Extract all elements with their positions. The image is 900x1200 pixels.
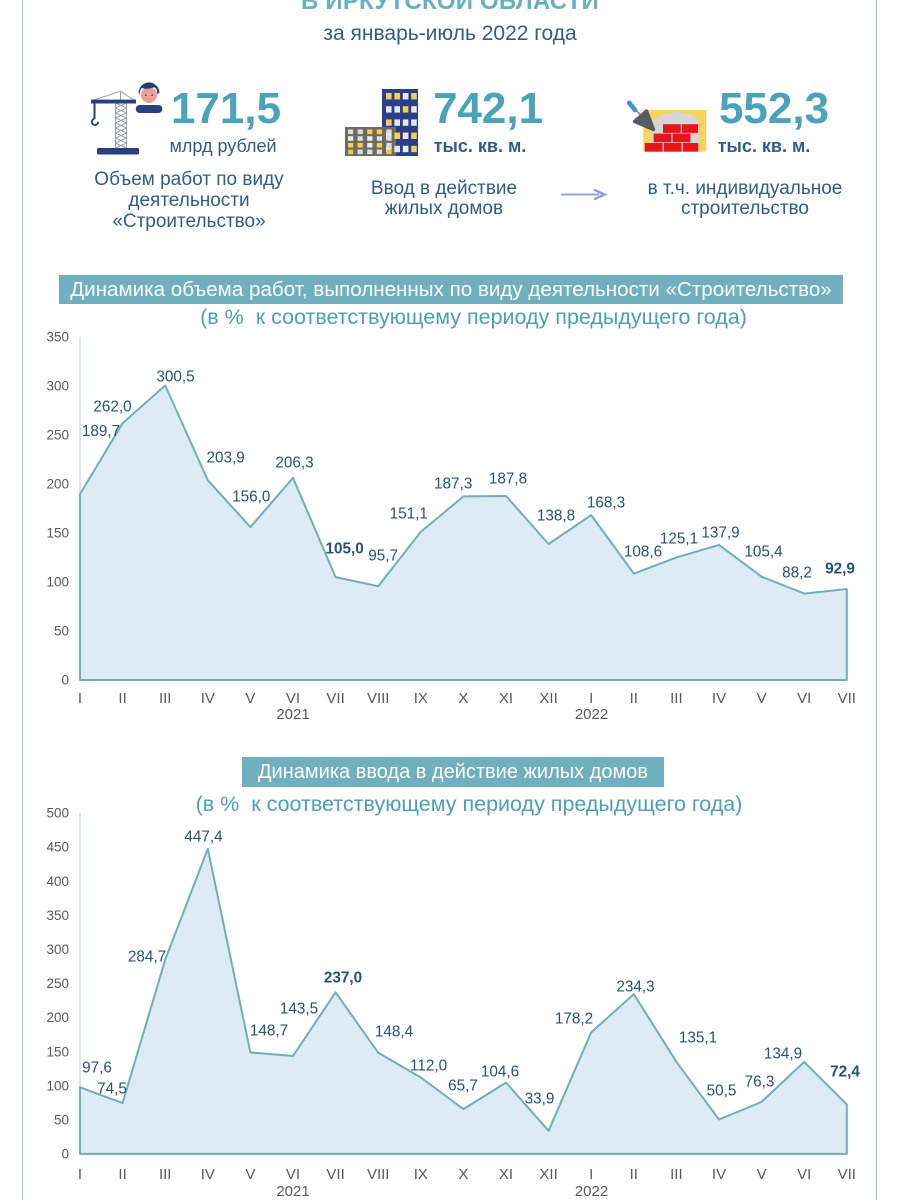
svg-text:X: X (458, 1166, 468, 1183)
svg-text:VI: VI (286, 690, 300, 707)
svg-text:250: 250 (46, 976, 69, 991)
svg-text:143,5: 143,5 (280, 1000, 318, 1017)
svg-text:VIII: VIII (367, 690, 390, 707)
svg-text:300: 300 (46, 379, 69, 394)
svg-text:262,0: 262,0 (93, 398, 131, 415)
svg-text:187,3: 187,3 (434, 475, 472, 492)
svg-text:97,6: 97,6 (82, 1059, 112, 1076)
svg-text:100: 100 (46, 575, 69, 590)
svg-text:92,9: 92,9 (825, 560, 855, 577)
svg-text:50,5: 50,5 (707, 1082, 737, 1099)
svg-text:VII: VII (326, 1166, 344, 1183)
svg-text:II: II (630, 1166, 638, 1183)
svg-text:300,5: 300,5 (156, 368, 194, 385)
svg-text:250: 250 (46, 428, 69, 443)
svg-text:95,7: 95,7 (368, 547, 398, 564)
svg-text:150: 150 (46, 1044, 69, 1059)
svg-text:XII: XII (539, 690, 557, 707)
svg-text:I: I (589, 690, 593, 707)
svg-text:VI: VI (286, 1166, 300, 1183)
svg-text:III: III (159, 690, 172, 707)
svg-text:76,3: 76,3 (745, 1073, 775, 1090)
svg-text:135,1: 135,1 (679, 1029, 717, 1046)
svg-text:XI: XI (499, 690, 513, 707)
svg-text:XI: XI (499, 1166, 513, 1183)
svg-text:156,0: 156,0 (232, 488, 270, 505)
svg-text:112,0: 112,0 (410, 1057, 447, 1074)
svg-text:148,4: 148,4 (375, 1023, 414, 1040)
svg-text:104,6: 104,6 (481, 1063, 519, 1080)
svg-text:125,1: 125,1 (660, 530, 698, 547)
svg-text:I: I (78, 690, 82, 707)
svg-text:IV: IV (712, 1166, 726, 1183)
svg-text:I: I (78, 1166, 82, 1183)
svg-text:33,9: 33,9 (525, 1090, 555, 1107)
svg-text:XII: XII (539, 1166, 557, 1183)
svg-text:III: III (670, 690, 683, 707)
svg-text:IV: IV (712, 690, 726, 707)
svg-text:105,4: 105,4 (744, 543, 783, 560)
svg-text:VII: VII (326, 690, 344, 707)
svg-text:0: 0 (61, 673, 69, 688)
svg-text:206,3: 206,3 (275, 454, 313, 471)
svg-text:VI: VI (797, 1166, 811, 1183)
svg-text:X: X (458, 690, 468, 707)
svg-text:137,9: 137,9 (701, 524, 739, 541)
svg-text:IX: IX (414, 1166, 428, 1183)
svg-text:88,2: 88,2 (782, 564, 812, 581)
svg-text:VIII: VIII (367, 1166, 390, 1183)
svg-text:II: II (118, 1166, 126, 1183)
svg-text:100: 100 (46, 1078, 69, 1093)
svg-text:148,7: 148,7 (250, 1022, 288, 1039)
svg-text:234,3: 234,3 (616, 978, 654, 995)
svg-text:0: 0 (61, 1147, 69, 1162)
svg-text:200: 200 (46, 1010, 69, 1025)
svg-text:105,0: 105,0 (325, 540, 363, 557)
svg-text:V: V (245, 690, 255, 707)
svg-text:2021: 2021 (276, 706, 309, 723)
svg-text:350: 350 (46, 330, 69, 345)
svg-text:450: 450 (46, 840, 69, 855)
svg-text:50: 50 (54, 624, 69, 639)
svg-text:II: II (630, 690, 638, 707)
svg-text:IX: IX (414, 690, 428, 707)
svg-text:VII: VII (838, 1166, 856, 1183)
svg-text:284,7: 284,7 (128, 948, 166, 965)
svg-text:300: 300 (46, 942, 69, 957)
svg-text:III: III (670, 1166, 683, 1183)
svg-text:200: 200 (46, 477, 69, 492)
svg-text:2022: 2022 (575, 706, 608, 723)
svg-text:IV: IV (201, 690, 215, 707)
svg-text:400: 400 (46, 874, 69, 889)
svg-text:447,4: 447,4 (184, 828, 223, 845)
svg-text:III: III (159, 1166, 172, 1183)
svg-text:187,8: 187,8 (489, 470, 527, 487)
svg-text:V: V (245, 1166, 255, 1183)
svg-text:150: 150 (46, 526, 69, 541)
svg-text:108,6: 108,6 (624, 543, 662, 560)
svg-text:V: V (757, 1166, 767, 1183)
svg-text:VII: VII (838, 690, 856, 707)
svg-text:237,0: 237,0 (324, 969, 362, 986)
svg-text:203,9: 203,9 (206, 449, 244, 466)
svg-text:65,7: 65,7 (448, 1077, 478, 1094)
svg-text:189,7: 189,7 (82, 423, 120, 440)
svg-text:72,4: 72,4 (830, 1063, 860, 1080)
svg-text:II: II (118, 690, 126, 707)
svg-text:350: 350 (46, 908, 69, 923)
svg-text:50: 50 (54, 1113, 69, 1128)
svg-text:VI: VI (797, 690, 811, 707)
svg-text:IV: IV (201, 1166, 215, 1183)
svg-text:500: 500 (46, 806, 69, 821)
svg-text:168,3: 168,3 (587, 494, 625, 511)
svg-text:2022: 2022 (575, 1183, 608, 1200)
svg-text:138,8: 138,8 (537, 507, 575, 524)
svg-text:2021: 2021 (276, 1183, 309, 1200)
svg-text:74,5: 74,5 (97, 1080, 127, 1097)
svg-text:178,2: 178,2 (555, 1010, 593, 1027)
svg-text:151,1: 151,1 (390, 505, 428, 522)
svg-text:V: V (757, 690, 767, 707)
svg-text:134,9: 134,9 (764, 1045, 802, 1062)
svg-text:I: I (589, 1166, 593, 1183)
